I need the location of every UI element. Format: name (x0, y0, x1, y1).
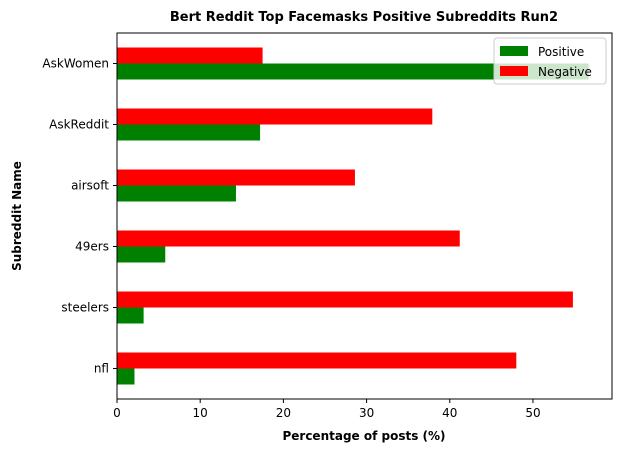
legend: Positive Negative (493, 37, 607, 85)
x-tick-label: 20 (276, 406, 291, 420)
bar-positive-nfl (117, 368, 135, 385)
y-tick-label: airsoft (71, 179, 109, 193)
bar-negative-askreddit (117, 108, 433, 125)
y-tick-label: AskWomen (42, 57, 109, 71)
bar-positive-askwomen (117, 63, 589, 80)
bar-positive-askreddit (117, 124, 261, 141)
x-tick-label: 50 (525, 406, 540, 420)
chart-title: Bert Reddit Top Facemasks Positive Subre… (170, 10, 558, 25)
bar-negative-nfl (117, 352, 517, 369)
plot-frame (116, 32, 613, 400)
x-tick-label: 0 (113, 406, 121, 420)
bar-negative-steelers (117, 291, 573, 308)
bar-negative-askwomen (117, 47, 263, 64)
x-tick-label: 10 (193, 406, 208, 420)
y-tick-label: 49ers (75, 240, 109, 254)
bar-positive-steelers (117, 307, 144, 324)
y-axis: nfl steelers 49ers airsoft AskReddit AskWomen (42, 57, 117, 376)
x-axis-label: Percentage of posts (%) (282, 429, 445, 443)
legend-label-positive: Positive (538, 45, 584, 59)
legend-label-negative: Negative (538, 65, 592, 79)
bar-positive-49ers (117, 246, 166, 263)
y-tick-label: steelers (61, 301, 109, 315)
legend-swatch-positive (500, 46, 528, 56)
bar-positive-airsoft (117, 185, 236, 202)
y-axis-label: Subreddit Name (10, 161, 24, 271)
legend-swatch-negative (500, 66, 528, 76)
plot-area (117, 47, 589, 385)
bar-negative-airsoft (117, 169, 355, 186)
x-tick-label: 30 (359, 406, 374, 420)
bar-negative-49ers (117, 230, 460, 247)
y-tick-label: nfl (94, 362, 109, 376)
x-axis: 0 10 20 30 40 50 (113, 399, 541, 420)
y-tick-label: AskReddit (49, 118, 109, 132)
x-tick-label: 40 (442, 406, 457, 420)
